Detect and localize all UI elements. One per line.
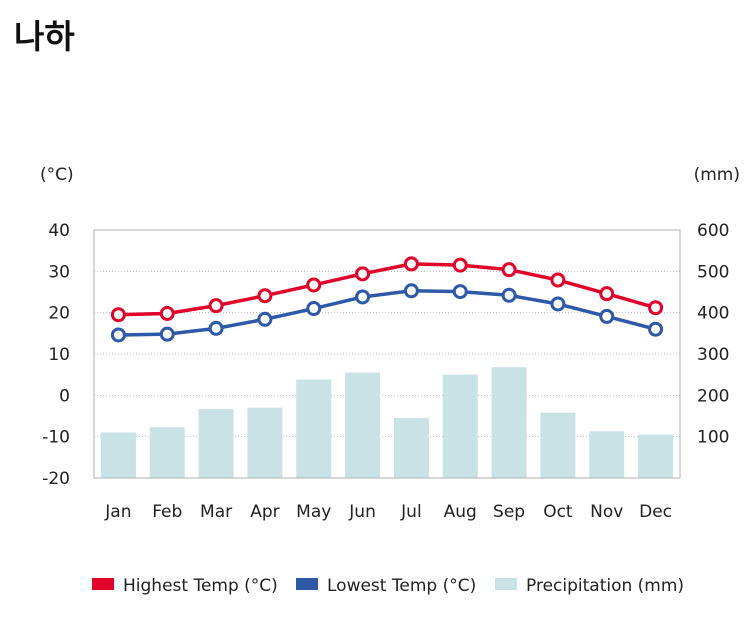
low-temp-line: [118, 289, 657, 337]
low-temp-point: [403, 283, 419, 299]
high-temp-line: [118, 262, 657, 317]
low-temp-point: [550, 296, 566, 312]
x-tick-label: Mar: [200, 502, 232, 522]
precipitation-bar: [491, 367, 527, 478]
precipitation-bar: [638, 434, 674, 478]
precipitation-bar: [198, 408, 234, 478]
high-temp-point: [648, 300, 664, 316]
right-tick-label: 600: [697, 221, 729, 241]
high-temp-point: [599, 286, 615, 302]
left-tick-label: 40: [48, 221, 70, 241]
high-temp-point: [501, 262, 517, 278]
low-temp-point: [599, 308, 615, 324]
right-tick-label: 500: [697, 262, 729, 282]
right-tick-label: 200: [697, 386, 729, 406]
low-temp-point: [648, 321, 664, 337]
high-temp-point: [208, 298, 224, 314]
low-temp-point: [208, 320, 224, 336]
legend-swatch-precip: [495, 578, 517, 590]
precipitation-bar: [540, 412, 576, 478]
x-tick-label: Dec: [639, 502, 672, 522]
high-temp-point: [159, 305, 175, 321]
x-tick-label: Jul: [400, 502, 422, 522]
left-axis-unit: (°C): [40, 165, 74, 185]
right-axis-unit: (mm): [694, 165, 740, 185]
precipitation-bar: [149, 427, 185, 478]
right-tick-label: 300: [697, 345, 729, 365]
high-temp-point: [403, 256, 419, 272]
x-tick-label: May: [296, 502, 331, 522]
legend-label-precip: Precipitation (mm): [526, 576, 684, 596]
right-tick-label: 100: [697, 428, 729, 448]
left-axis-ticks: 40 30 20 10 0 -10 -20: [42, 221, 70, 489]
precipitation-bar: [393, 418, 429, 478]
x-tick-label: Jan: [104, 502, 131, 522]
x-tick-label: Aug: [444, 502, 477, 522]
legend-label-low: Lowest Temp (°C): [327, 576, 476, 596]
precipitation-bar: [296, 379, 332, 478]
left-tick-label: 30: [48, 262, 70, 282]
left-tick-label: 0: [59, 386, 70, 406]
x-tick-label: Jun: [348, 502, 376, 522]
high-temp-point: [452, 257, 468, 273]
x-tick-label: Feb: [152, 502, 182, 522]
x-axis-ticks: Jan Feb Mar Apr May Jun Jul Aug Sep Oct Nov Dec: [104, 502, 672, 522]
plot-frame: [93, 229, 681, 479]
high-temp-point: [550, 272, 566, 288]
precipitation-bar: [100, 432, 136, 478]
left-tick-label: -10: [42, 428, 70, 448]
gridlines: [94, 270, 680, 438]
low-temp-point: [452, 284, 468, 300]
x-tick-label: Oct: [543, 502, 573, 522]
legend-label-high: Highest Temp (°C): [123, 576, 278, 596]
low-temp-point: [355, 289, 371, 305]
precipitation-bar: [247, 407, 283, 478]
left-tick-label: 20: [48, 304, 70, 324]
low-temp-point: [257, 311, 273, 327]
high-temp-point: [257, 288, 273, 304]
x-tick-label: Sep: [493, 502, 525, 522]
x-tick-label: Nov: [590, 502, 623, 522]
high-temp-point: [355, 266, 371, 282]
legend: Highest Temp (°C) Lowest Temp (°C) Preci…: [92, 576, 684, 596]
precipitation-bar: [442, 374, 478, 478]
high-temp-point: [110, 307, 126, 323]
low-temp-point: [501, 287, 517, 303]
low-temp-point: [159, 326, 175, 342]
x-tick-label: Apr: [250, 502, 279, 522]
low-temp-point: [306, 301, 322, 317]
right-axis-ticks: 600 500 400 300 200 100: [697, 221, 729, 448]
left-tick-label: 10: [48, 345, 70, 365]
legend-swatch-high: [92, 578, 114, 590]
legend-swatch-low: [296, 578, 318, 590]
high-temp-point: [306, 277, 322, 293]
left-tick-label: -20: [42, 469, 70, 489]
right-tick-label: 400: [697, 304, 729, 324]
page-title: 나하: [14, 17, 75, 56]
precipitation-bars: [100, 367, 674, 478]
low-temp-point: [110, 327, 126, 343]
precipitation-bar: [589, 431, 625, 478]
temperature-lines: [110, 256, 664, 343]
precipitation-bar: [345, 372, 381, 478]
